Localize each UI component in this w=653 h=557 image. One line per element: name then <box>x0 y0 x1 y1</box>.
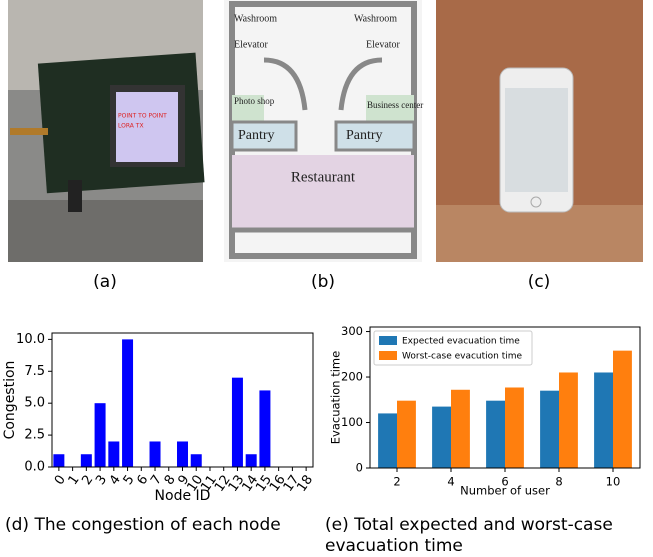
bar <box>540 391 559 468</box>
legend-label: Expected evacuation time <box>402 337 520 347</box>
screen-text: POINT TO POINT <box>118 113 167 120</box>
y-tick-label: 300 <box>341 324 363 338</box>
room-label: Pantry <box>238 128 275 143</box>
bar <box>232 378 243 467</box>
x-axis-label: Number of user <box>460 484 550 498</box>
bar <box>81 454 92 467</box>
room-label: Restaurant <box>291 169 356 185</box>
bar <box>505 387 524 468</box>
panel-label: (c) <box>528 272 551 292</box>
bar <box>53 454 64 467</box>
caption: (d) The congestion of each node <box>5 515 281 535</box>
legend-swatch <box>379 351 397 360</box>
photo-c <box>436 0 643 262</box>
y-tick-label: 10.0 <box>16 332 45 347</box>
x-axis-label: Node ID <box>155 488 211 504</box>
x-tick-label: 18 <box>294 473 316 495</box>
x-tick-label: 8 <box>555 475 562 489</box>
legend-label: Worst-case evacution time <box>402 352 523 362</box>
y-tick-label: 2.5 <box>24 428 45 443</box>
y-tick-label: 200 <box>341 370 363 384</box>
y-tick-label: 0.0 <box>24 460 45 475</box>
room-label: Business center <box>367 100 423 110</box>
bar <box>432 407 451 468</box>
bar <box>191 454 202 467</box>
y-tick-label: 0 <box>356 461 363 475</box>
bar <box>122 339 133 467</box>
bar <box>397 401 416 468</box>
bar <box>177 441 188 467</box>
bar <box>486 401 505 468</box>
room-label: Washroom <box>234 13 277 24</box>
figure: POINT TO POINT LORA TX Washroom Washroom… <box>0 0 653 557</box>
y-axis-label: Evacuation time <box>329 351 343 444</box>
y-tick-label: 5.0 <box>24 396 45 411</box>
room-label: Washroom <box>354 13 397 24</box>
bar <box>378 413 397 468</box>
x-tick-label: 2 <box>393 475 400 489</box>
room-label: Elevator <box>234 39 269 50</box>
screen-text: LORA TX <box>118 123 144 130</box>
bar <box>451 390 470 468</box>
x-tick-label: 4 <box>447 475 454 489</box>
bar <box>613 351 632 468</box>
room-label: Pantry <box>346 128 383 143</box>
y-tick-label: 7.5 <box>24 364 45 379</box>
y-axis-label: Congestion <box>2 361 18 440</box>
bar <box>246 454 257 467</box>
bar <box>150 441 161 467</box>
bar <box>259 390 270 467</box>
panel-label: (a) <box>93 272 117 292</box>
bar <box>594 372 613 468</box>
bar <box>108 441 119 467</box>
panel-label: (b) <box>311 272 335 292</box>
x-tick-label: 10 <box>606 475 621 489</box>
room-label: Photo shop <box>234 96 275 106</box>
legend-swatch <box>379 336 397 345</box>
y-tick-label: 100 <box>341 415 363 429</box>
photo-a: POINT TO POINT LORA TX <box>8 0 205 262</box>
floor-plan: Washroom Washroom Elevator Elevator Phot… <box>224 0 423 262</box>
bar <box>95 403 106 467</box>
room-label: Elevator <box>366 39 401 50</box>
bar <box>559 372 578 468</box>
